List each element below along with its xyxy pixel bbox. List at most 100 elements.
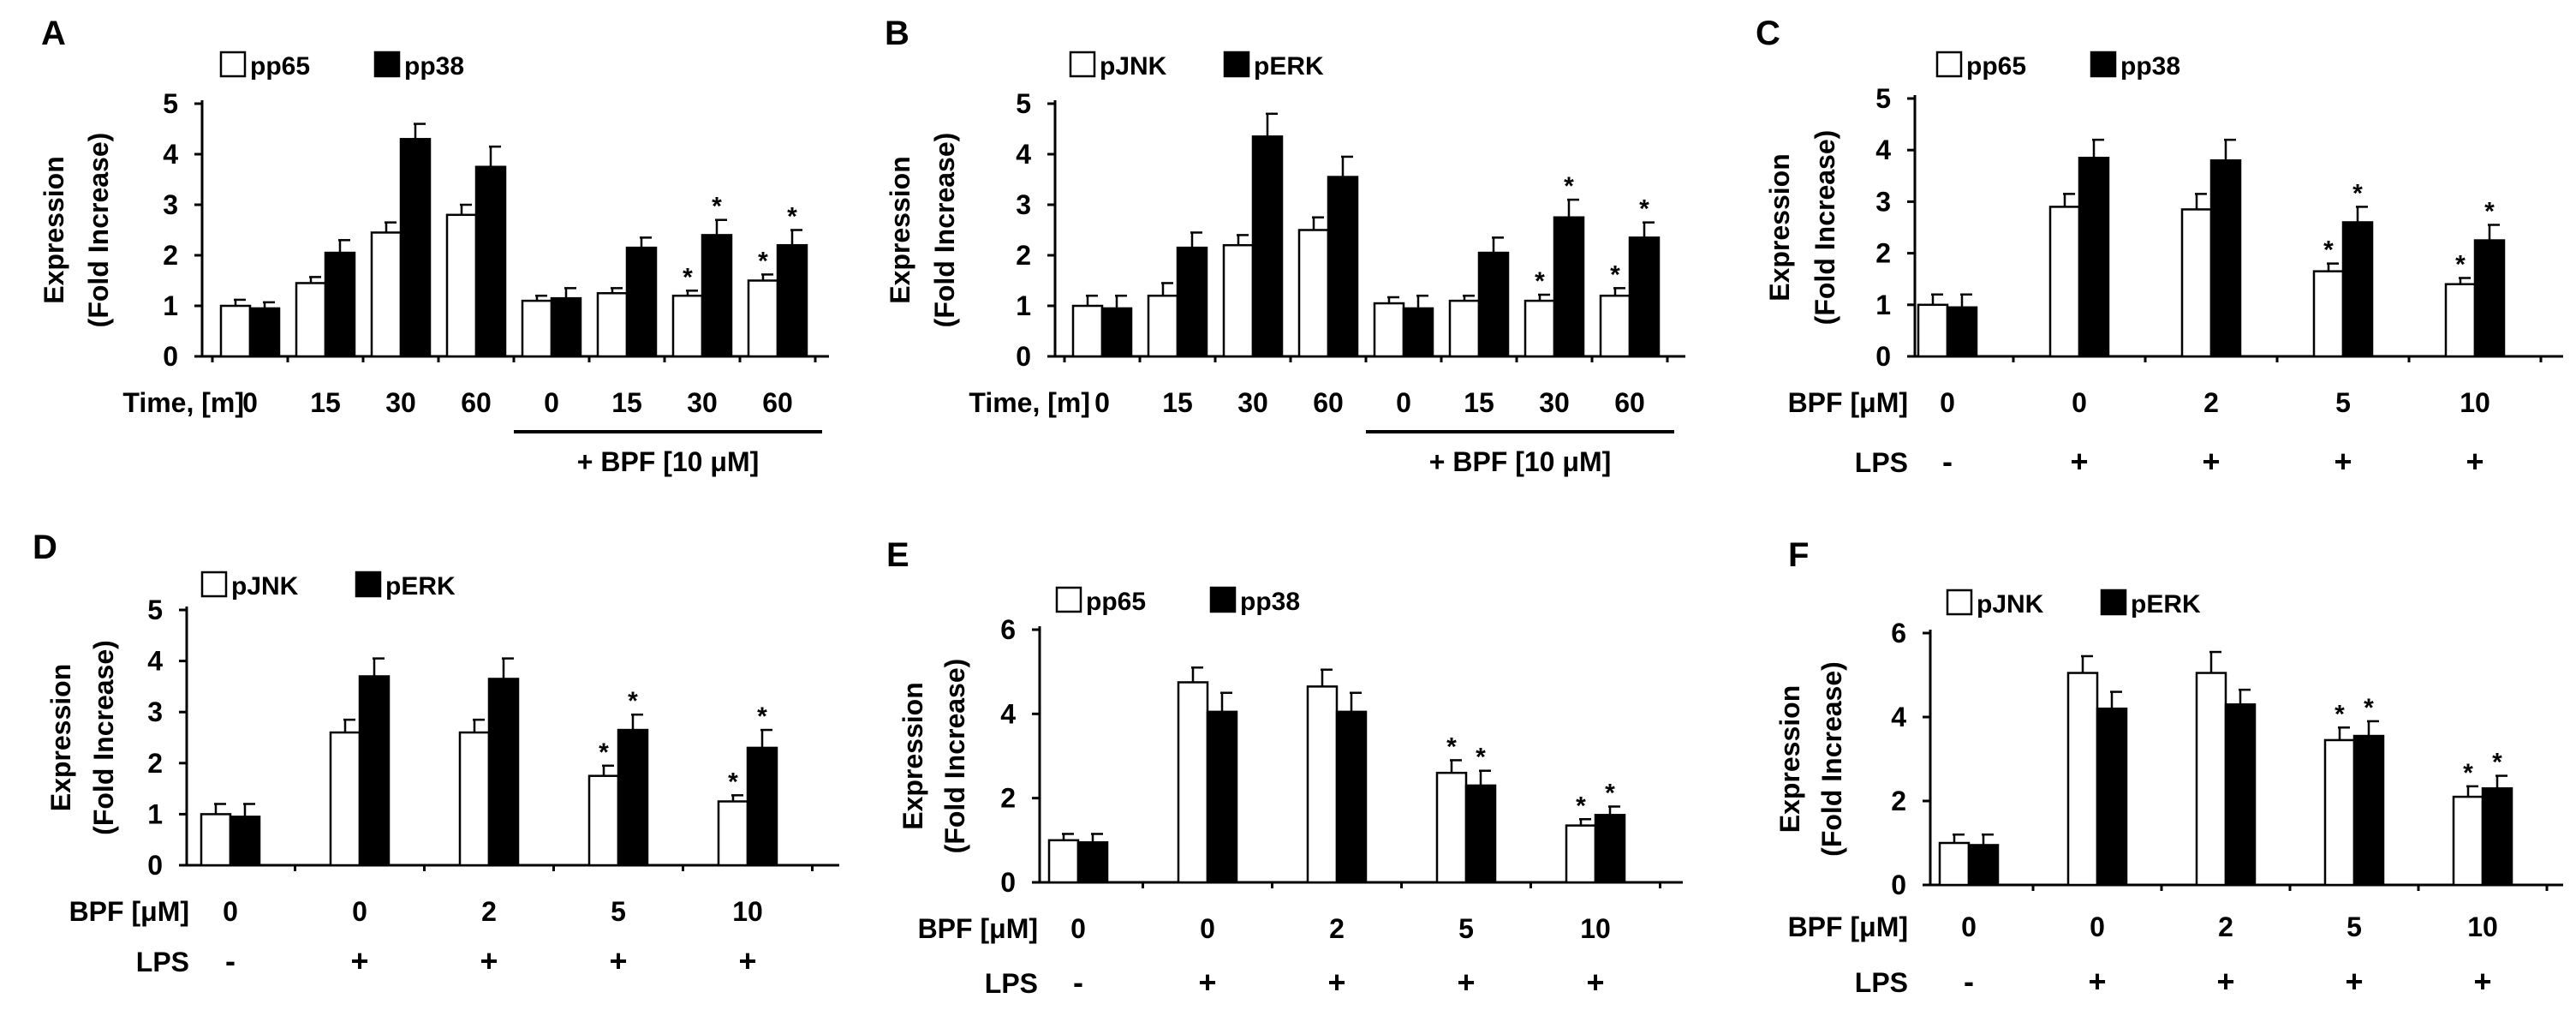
y-tick-label: 4	[147, 646, 163, 677]
legend-swatch-pp65	[1935, 51, 1963, 78]
legend-swatch-pp65	[1055, 586, 1082, 613]
x-tick-label: 60	[1313, 387, 1344, 418]
bar-perk	[487, 678, 520, 867]
significance-marker: *	[1564, 172, 1574, 200]
legend-swatch-pp65	[219, 51, 247, 78]
y-tick-label: 0	[1016, 341, 1031, 372]
x-row-label: Time, [m]	[969, 387, 1090, 418]
x-tick-label: +	[2088, 964, 2106, 999]
significance-marker: *	[757, 702, 767, 731]
x-tick-label: +	[1457, 965, 1475, 1000]
y-axis-label: (Fold Increase)	[88, 640, 119, 835]
bar-pp38	[2473, 239, 2506, 358]
bar-pjnk	[1147, 294, 1179, 358]
y-axis-label: (Fold Increase)	[1810, 130, 1840, 326]
legend-label: pERK	[385, 572, 456, 601]
legend-label: pp38	[404, 52, 464, 81]
panel-label: C	[1756, 15, 1780, 52]
bar-pp65	[1565, 824, 1597, 884]
y-tick-label: 0	[147, 850, 163, 881]
x-tick-label: 15	[1162, 387, 1193, 418]
y-tick-label: 2	[1891, 786, 1906, 816]
significance-marker: *	[2323, 236, 2334, 265]
legend-label: pp38	[1240, 588, 1300, 616]
x-tick-label: 30	[385, 387, 416, 418]
y-axis-label: Expression	[1764, 153, 1795, 302]
legend-swatch-pp38	[373, 51, 401, 78]
bar-perk	[1251, 135, 1284, 358]
bar-pp38	[1946, 306, 1978, 358]
y-tick-label: 4	[1000, 698, 1016, 729]
significance-marker: *	[712, 193, 722, 221]
y-axis-label: Expression	[39, 156, 69, 304]
x-row-label: Time, [m]	[122, 387, 244, 418]
x-tick-label: +	[738, 943, 756, 978]
x-tick-label: 15	[611, 387, 642, 418]
panel-label: B	[885, 15, 909, 52]
bar-pjnk	[1524, 299, 1556, 358]
y-tick-label: 4	[1875, 134, 1891, 165]
bar-pp65	[1435, 771, 1468, 884]
y-axis-label: (Fold Increase)	[1816, 661, 1847, 857]
legend-swatch-perk	[355, 571, 382, 598]
y-tick-label: 2	[1016, 240, 1031, 271]
x-tick-label: +	[2334, 444, 2352, 479]
bar-pp38	[1464, 784, 1497, 884]
legend-swatch-perk	[2100, 589, 2127, 616]
significance-marker: *	[758, 247, 768, 275]
x-tick-label: 0	[1940, 387, 1955, 418]
bar-perk	[746, 746, 778, 867]
x-tick-label: +	[1198, 965, 1216, 1000]
bar-pp65	[219, 304, 252, 358]
bar-pjnk	[2323, 738, 2356, 887]
y-tick-label: 5	[163, 88, 178, 119]
bar-pp65	[521, 299, 553, 358]
legend-label: pp38	[2120, 52, 2180, 81]
chart-panel-b: B Expression (Fold Increase) 0 1 2 3 4 5 0 15 30 60 0…	[885, 15, 1685, 477]
y-tick-label: 1	[163, 290, 178, 321]
y-axis-label: Expression	[897, 682, 928, 830]
x-row-label: BPF [μM]	[918, 913, 1038, 944]
y-tick-label: 2	[147, 748, 163, 779]
bar-perk	[617, 728, 649, 867]
x-tick-label: -	[225, 943, 236, 978]
legend-swatch-pjnk	[200, 571, 228, 598]
significance-marker: *	[2334, 700, 2345, 728]
significance-marker: *	[683, 263, 693, 291]
legend-swatch-perk	[1223, 51, 1250, 78]
significance-marker: *	[599, 738, 609, 767]
bar-pjnk	[1222, 243, 1255, 358]
bar-pjnk	[329, 731, 361, 867]
x-tick-label: +	[350, 943, 368, 978]
y-tick-label: 3	[1016, 189, 1031, 220]
bar-pp65	[2444, 283, 2477, 358]
chart-panel-f: F Expression (Fold Increase) 0 2 4 6 0 - 0 +2 + * * 5 +…	[1774, 536, 2563, 999]
bar-perk	[1176, 246, 1208, 358]
bar-perk	[2224, 703, 2257, 887]
bar-pp38	[550, 296, 582, 358]
bar-pp65	[747, 279, 779, 358]
x-tick-label: 0	[1094, 387, 1110, 418]
x-tick-label: 5	[2346, 911, 2362, 942]
x-tick-label: 2	[481, 896, 497, 927]
y-tick-label: 6	[1891, 618, 1906, 648]
y-axis-label: (Fold Increase)	[83, 133, 114, 328]
significance-marker: *	[1639, 195, 1649, 224]
bar-pp38	[1594, 814, 1626, 884]
chart-panel-a: A Expression (Fold Increase) 0 1 2 3 4 5 0 15 30 60 0…	[39, 15, 829, 477]
x-tick-label: 0	[1200, 913, 1215, 944]
x-tick-label: 10	[2460, 387, 2490, 418]
significance-marker: *	[1610, 260, 1620, 289]
chart-panel-e: E Expression (Fold Increase) 0 2 4 6 0 - 0 +2 + * * 5 +…	[886, 536, 1683, 1000]
panel-label: E	[886, 536, 909, 574]
bar-perk	[2481, 787, 2513, 887]
x-tick-label: +	[2216, 964, 2234, 999]
chart-panel-c: C Expression (Fold Increase) 0 1 2 3 4 5 0 - 0 +2 + * *…	[1756, 15, 2563, 479]
bar-pp65	[445, 213, 478, 358]
x-row-label: LPS	[1855, 967, 1908, 998]
x-tick-label: 30	[1539, 387, 1570, 418]
y-tick-label: 2	[1875, 238, 1891, 269]
bar-pjnk	[2066, 672, 2099, 887]
x-tick-label: 15	[310, 387, 341, 418]
bar-pp65	[2312, 270, 2345, 358]
